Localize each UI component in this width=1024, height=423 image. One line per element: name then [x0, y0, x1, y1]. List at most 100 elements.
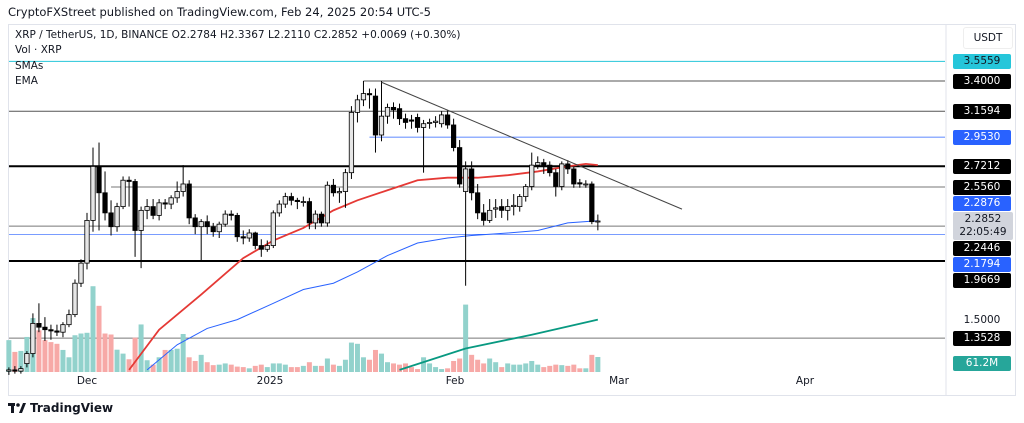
volume-bar	[42, 340, 48, 372]
sma-legend[interactable]: SMAs	[15, 60, 44, 72]
candle-body	[24, 353, 30, 365]
candle-body	[469, 168, 475, 194]
candle-body	[240, 236, 246, 239]
volume-bar	[72, 335, 78, 372]
current-price-label: 2.2852 22:05:49	[953, 212, 1013, 240]
price-level-label: 2.2446	[953, 241, 1011, 256]
volume-legend[interactable]: Vol · XRP	[15, 44, 62, 56]
price-tick: 1.5000	[963, 314, 1001, 326]
volume-bar	[360, 357, 366, 372]
candle-body	[258, 245, 264, 250]
price-level-label: 2.7212	[953, 158, 1011, 174]
candle-body	[30, 323, 36, 354]
x-tick-apr: Apr	[795, 375, 815, 387]
volume-bar	[150, 364, 156, 372]
candle-body	[529, 164, 535, 187]
candle-body	[78, 262, 84, 284]
candle-body	[288, 196, 294, 201]
volume-bar	[439, 369, 445, 372]
volume-bar	[571, 364, 577, 372]
volume-bar	[391, 363, 397, 372]
candle-body	[276, 203, 282, 214]
volume-bar	[174, 348, 180, 372]
candle-body	[511, 204, 517, 207]
tradingview-brand: TradingView	[30, 401, 114, 415]
candle-body	[102, 192, 108, 214]
volume-bar	[318, 365, 324, 372]
candle-body	[354, 99, 361, 113]
volume-bar	[577, 368, 583, 372]
volume-bar	[192, 360, 198, 372]
volume-bar	[180, 334, 186, 372]
volume-bar	[312, 365, 318, 372]
volume-bar	[198, 354, 204, 372]
publisher-line: CryptoFXStreet published on TradingView.…	[8, 5, 431, 19]
volume-bar	[421, 357, 427, 372]
volume-bar	[433, 367, 439, 372]
candle-body	[583, 183, 589, 186]
volume-bar	[204, 362, 210, 372]
candle-body	[408, 119, 415, 122]
volume-bar	[6, 340, 12, 372]
volume-bar	[336, 365, 342, 372]
moving-average-line	[399, 318, 599, 371]
candle-body	[300, 201, 306, 203]
trendline	[381, 81, 683, 210]
candle-body	[138, 209, 144, 231]
volume-bar	[96, 305, 102, 372]
symbol-legend[interactable]: XRP / TetherUS, 1D, BINANCE O2.2784 H2.3…	[15, 29, 461, 41]
volume-bar	[240, 367, 246, 372]
volume-bar	[228, 364, 234, 372]
candle-body	[270, 212, 276, 246]
candle-body	[84, 220, 90, 264]
volume-bar	[120, 353, 126, 372]
price-level-label: 2.5560	[953, 179, 1011, 195]
moving-average-line	[146, 220, 598, 371]
candle-body	[517, 196, 523, 208]
candle-body	[565, 163, 571, 170]
volume-bar	[445, 368, 451, 372]
volume-bar	[210, 365, 216, 372]
volume-bar	[78, 333, 84, 372]
volume-bar	[469, 354, 475, 372]
candle-body	[487, 209, 493, 221]
candle-body	[126, 179, 132, 182]
candle-body	[132, 181, 138, 231]
volume-bar	[36, 330, 42, 372]
volume-value-label: 61.2M	[953, 356, 1011, 371]
volume-bar	[463, 304, 469, 372]
candle-body	[216, 223, 222, 233]
volume-bar	[499, 367, 505, 372]
price-level-label: 1.3528	[953, 330, 1011, 346]
volume-bar	[252, 365, 258, 372]
currency-selector[interactable]: USDT	[963, 27, 1013, 49]
volume-bar	[372, 349, 378, 372]
candle-body	[210, 226, 216, 233]
candle-body	[324, 184, 331, 224]
tradingview-logo[interactable]: TradingView	[8, 401, 113, 415]
candle-body	[559, 163, 565, 187]
candle-body	[384, 106, 391, 117]
volume-bar	[216, 364, 222, 372]
candle-body	[264, 245, 270, 250]
volume-bar	[397, 364, 403, 372]
candle-body	[204, 221, 210, 228]
volume-bar	[348, 342, 354, 372]
candle-body	[426, 122, 433, 124]
volume-bar	[330, 364, 336, 372]
volume-bar	[168, 349, 174, 372]
volume-bar	[481, 363, 487, 372]
volume-bar	[409, 367, 415, 372]
volume-bar	[559, 365, 565, 372]
candle-body	[162, 202, 168, 205]
candle-body	[246, 232, 252, 239]
volume-bar	[156, 357, 162, 372]
candle-body	[114, 206, 120, 228]
ema-legend[interactable]: EMA	[15, 75, 38, 87]
candle-body	[571, 168, 577, 185]
candle-body	[6, 369, 12, 372]
candle-body	[402, 118, 409, 123]
price-level-label: 2.9530	[953, 129, 1011, 145]
candle-body	[192, 217, 198, 228]
